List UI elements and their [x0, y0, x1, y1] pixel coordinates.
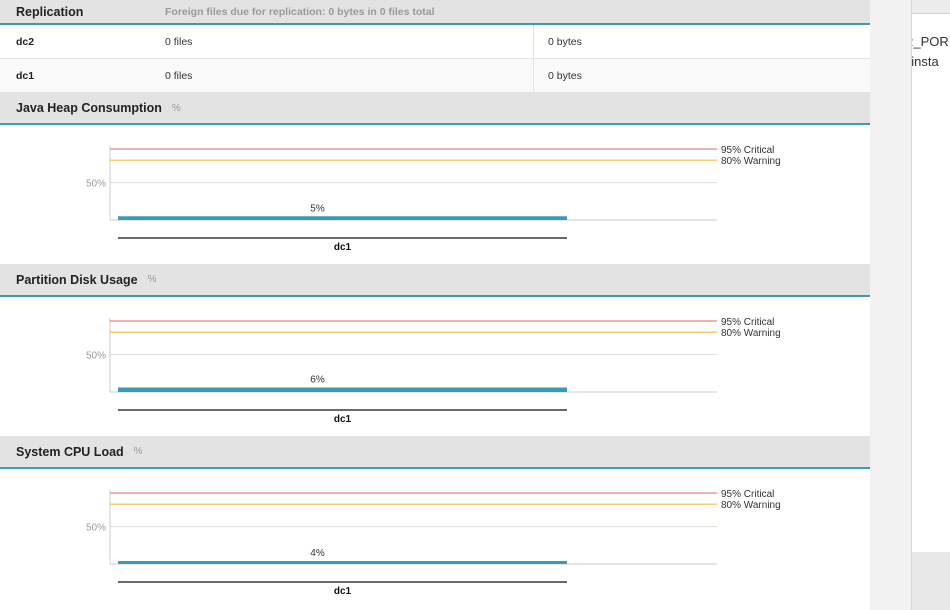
x-category-label: dc1 [334, 586, 352, 597]
byte-count: 0 bytes [548, 70, 582, 82]
column-divider [533, 59, 534, 93]
y-tick-label: 50% [86, 351, 106, 362]
background-text: R_POR [912, 34, 949, 49]
chart-title: Java Heap Consumption [16, 101, 162, 115]
byte-count: 0 bytes [548, 36, 582, 48]
java-heap-chart: 50% 95% Critical 80% Warning 5% dc1 [0, 125, 870, 264]
background-window-footer [911, 552, 950, 610]
metrics-panel: Replication Foreign files due for replic… [0, 0, 870, 610]
partition-disk-chart: 50% 95% Critical 80% Warning 6% dc1 [0, 297, 870, 436]
table-row: dc2 0 files 0 bytes [0, 25, 870, 59]
background-window-titlebar [912, 0, 950, 14]
warning-threshold-label: 80% Warning [721, 328, 781, 339]
critical-threshold-label: 95% Critical [721, 489, 774, 500]
x-category-label: dc1 [334, 414, 352, 425]
java-heap-header: Java Heap Consumption % [0, 93, 870, 125]
chart-unit: % [133, 446, 143, 457]
partition-disk-header: Partition Disk Usage % [0, 264, 870, 297]
y-tick-label: 50% [86, 179, 106, 190]
table-row: dc1 0 files 0 bytes [0, 59, 870, 93]
bar-value-label: 6% [310, 375, 325, 386]
replication-header: Replication Foreign files due for replic… [0, 0, 870, 25]
file-count: 0 files [165, 70, 193, 82]
chart-unit: % [147, 274, 157, 285]
critical-threshold-label: 95% Critical [721, 317, 774, 328]
x-category-label: dc1 [334, 242, 352, 253]
critical-threshold-label: 95% Critical [721, 145, 774, 156]
data-bar [118, 216, 567, 220]
replication-summary: Foreign files due for replication: 0 byt… [165, 5, 435, 18]
background-window[interactable]: R_POR _insta [911, 0, 950, 552]
warning-threshold-label: 80% Warning [721, 156, 781, 167]
data-bar [118, 387, 567, 392]
file-count: 0 files [165, 36, 193, 48]
system-cpu-chart: 50% 95% Critical 80% Warning 4% dc1 [0, 469, 870, 608]
background-text: _insta [911, 54, 939, 69]
y-tick-label: 50% [86, 523, 106, 534]
bar-value-label: 4% [310, 548, 325, 559]
data-bar [118, 561, 567, 564]
dc-name: dc1 [16, 70, 35, 82]
system-cpu-header: System CPU Load % [0, 436, 870, 469]
column-divider [533, 25, 534, 59]
bar-value-label: 5% [310, 203, 325, 214]
chart-title: System CPU Load [16, 444, 124, 459]
chart-title: Partition Disk Usage [16, 272, 138, 287]
chart-unit: % [171, 102, 181, 114]
replication-title: Replication [16, 4, 84, 19]
warning-threshold-label: 80% Warning [721, 500, 781, 511]
dc-name: dc2 [16, 36, 35, 48]
